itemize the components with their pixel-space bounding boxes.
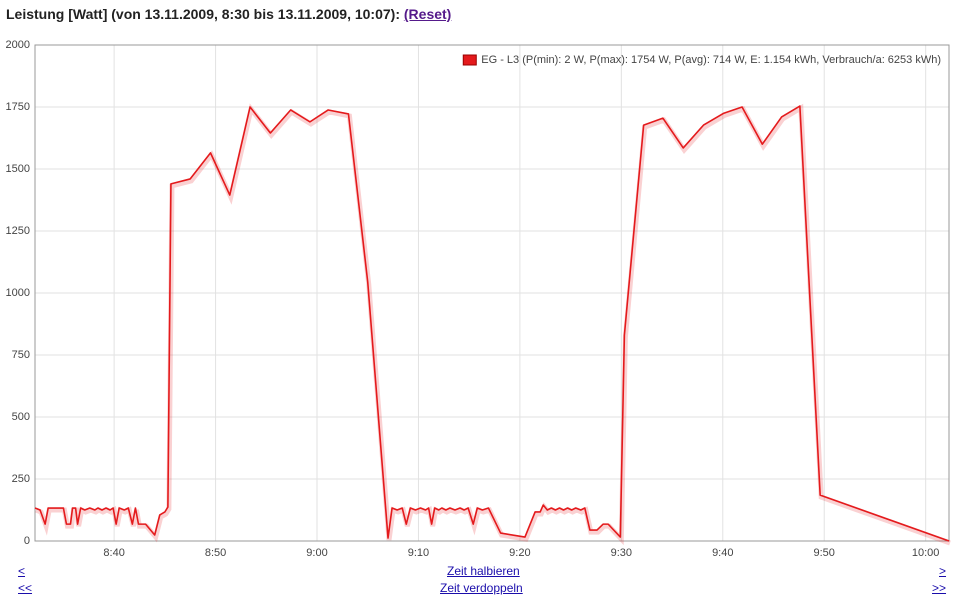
- legend-label: EG - L3 (P(min): 2 W, P(max): 1754 W, P(…: [481, 54, 941, 66]
- y-tick-label: 1000: [6, 287, 30, 299]
- y-tick-label: 1750: [6, 101, 30, 113]
- x-tick-label: 8:40: [103, 547, 124, 559]
- x-tick-label: 10:00: [912, 547, 940, 559]
- x-tick-label: 9:40: [712, 547, 733, 559]
- x-tick-label: 9:10: [408, 547, 429, 559]
- x-tick-label: 9:50: [814, 547, 835, 559]
- y-tick-label: 2000: [6, 39, 30, 51]
- title: Leistung [Watt] (von 13.11.2009, 8:30 bi…: [6, 6, 451, 22]
- double-link[interactable]: Zeit verdoppeln: [440, 581, 523, 595]
- back-far-link[interactable]: <<: [18, 581, 33, 595]
- forward-link[interactable]: >: [939, 564, 947, 578]
- x-tick-label: 9:30: [611, 547, 632, 559]
- y-tick-label: 750: [12, 349, 30, 361]
- y-tick-label: 250: [12, 473, 30, 485]
- x-tick-label: 9:20: [509, 547, 530, 559]
- series-line: [34, 105, 950, 542]
- x-tick-label: 8:50: [205, 547, 226, 559]
- chart-title: Leistung [Watt] (von 13.11.2009, 8:30 bi…: [6, 6, 400, 22]
- forward-far-link[interactable]: >>: [932, 581, 947, 595]
- plot-border: [34, 44, 950, 542]
- y-tick-label: 1500: [6, 163, 30, 175]
- legend-swatch: [462, 54, 477, 66]
- halve-link[interactable]: Zeit halbieren: [447, 564, 520, 578]
- y-tick-label: 0: [24, 535, 30, 547]
- back-link[interactable]: <: [18, 564, 26, 578]
- reset-link[interactable]: (Reset): [403, 6, 452, 22]
- y-tick-label: 500: [12, 411, 30, 423]
- x-tick-label: 9:00: [306, 547, 327, 559]
- y-tick-label: 1250: [6, 225, 30, 237]
